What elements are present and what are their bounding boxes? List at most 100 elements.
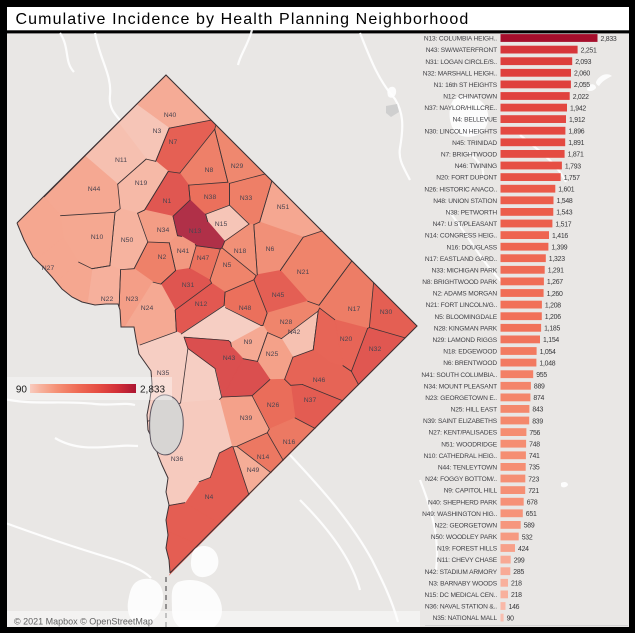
svg-text:299: 299 — [514, 557, 525, 564]
svg-text:N1: 16th ST HEIGHTS: N1: 16th ST HEIGHTS — [434, 82, 498, 89]
svg-text:2,833: 2,833 — [140, 385, 165, 396]
svg-text:218: 218 — [511, 592, 522, 599]
svg-text:651: 651 — [526, 511, 537, 518]
svg-text:N20: FORT DUPONT: N20: FORT DUPONT — [436, 175, 497, 182]
svg-text:N46: N46 — [313, 377, 326, 384]
svg-text:285: 285 — [513, 569, 524, 576]
svg-text:218: 218 — [511, 581, 522, 588]
svg-text:889: 889 — [534, 384, 545, 391]
svg-text:N32: N32 — [369, 346, 382, 353]
svg-text:1,208: 1,208 — [545, 302, 561, 309]
svg-text:955: 955 — [536, 372, 547, 379]
svg-text:N39: SAINT ELIZABETHS: N39: SAINT ELIZABETHS — [423, 418, 498, 425]
svg-text:N6: N6 — [266, 246, 275, 253]
svg-text:N44: N44 — [88, 186, 101, 193]
svg-text:N4: N4 — [205, 494, 214, 501]
svg-text:N49: N49 — [247, 467, 260, 474]
svg-text:843: 843 — [532, 407, 543, 414]
svg-text:N18: N18 — [234, 248, 247, 255]
svg-text:756: 756 — [529, 430, 540, 437]
svg-text:N20: N20 — [340, 336, 353, 343]
svg-text:N24: N24 — [141, 305, 154, 312]
svg-text:2,055: 2,055 — [574, 82, 590, 89]
svg-text:1,185: 1,185 — [544, 326, 560, 333]
svg-text:N50: WOODLEY PARK: N50: WOODLEY PARK — [431, 534, 498, 541]
svg-text:N45: TRINIDAD: N45: TRINIDAD — [452, 140, 497, 147]
svg-text:1,260: 1,260 — [547, 291, 563, 298]
svg-text:N33: N33 — [240, 195, 253, 202]
svg-text:N29: N29 — [231, 163, 244, 170]
svg-text:1,793: 1,793 — [565, 163, 581, 170]
svg-text:N33: MICHIGAN PARK: N33: MICHIGAN PARK — [432, 267, 498, 274]
svg-text:N3: BARNABY WOODS: N3: BARNABY WOODS — [429, 580, 498, 587]
svg-text:N7: BRIGHTWOOD: N7: BRIGHTWOOD — [441, 152, 498, 159]
svg-text:735: 735 — [529, 465, 540, 472]
svg-text:N26: HISTORIC ANACO..: N26: HISTORIC ANACO.. — [424, 186, 497, 193]
svg-text:N35: N35 — [157, 370, 170, 377]
svg-text:N34: N34 — [157, 227, 170, 234]
svg-text:N5: N5 — [223, 262, 232, 269]
svg-text:N17: N17 — [348, 306, 361, 313]
svg-text:N25: N25 — [266, 351, 279, 358]
svg-text:N21: N21 — [297, 269, 310, 276]
svg-text:N1: N1 — [163, 198, 172, 205]
svg-text:N2: N2 — [158, 254, 167, 261]
svg-text:N9: N9 — [244, 339, 253, 346]
svg-text:N41: N41 — [177, 248, 190, 255]
svg-text:N48: UNION STATION: N48: UNION STATION — [433, 198, 497, 205]
svg-text:N37: N37 — [304, 397, 317, 404]
svg-text:N42: STADIUM ARMORY: N42: STADIUM ARMORY — [425, 569, 498, 576]
svg-text:N18: EDGEWOOD: N18: EDGEWOOD — [443, 349, 497, 356]
svg-text:N27: N27 — [42, 265, 55, 272]
svg-text:N8: BRIGHTWOOD PARK: N8: BRIGHTWOOD PARK — [422, 279, 497, 286]
svg-text:N15: DC MEDICAL CEN..: N15: DC MEDICAL CEN.. — [425, 592, 498, 599]
svg-text:2,251: 2,251 — [581, 47, 597, 54]
svg-text:2,022: 2,022 — [573, 94, 589, 101]
svg-text:678: 678 — [527, 500, 538, 507]
svg-text:N51: N51 — [277, 204, 290, 211]
svg-text:N16: DOUGLASS: N16: DOUGLASS — [447, 244, 498, 251]
svg-text:N32: MARSHALL HEIGH..: N32: MARSHALL HEIGH.. — [423, 70, 498, 77]
svg-text:N41: SOUTH COLUMBIA..: N41: SOUTH COLUMBIA.. — [421, 372, 497, 379]
svg-text:1,543: 1,543 — [556, 210, 572, 217]
svg-text:N30: LINCOLN HEIGHTS: N30: LINCOLN HEIGHTS — [425, 128, 498, 135]
svg-text:N50: N50 — [121, 237, 134, 244]
svg-text:N4: BELLEVUE: N4: BELLEVUE — [453, 117, 498, 124]
svg-text:N27: KENT/PALISADES: N27: KENT/PALISADES — [429, 430, 498, 437]
svg-text:N47: U ST/PLEASANT: N47: U ST/PLEASANT — [433, 221, 497, 228]
svg-text:1,601: 1,601 — [558, 187, 574, 194]
svg-text:N22: GEORGETOWN: N22: GEORGETOWN — [435, 523, 498, 530]
svg-text:N28: KINGMAN PARK: N28: KINGMAN PARK — [434, 325, 498, 332]
svg-text:2,093: 2,093 — [575, 59, 591, 66]
svg-text:N10: N10 — [91, 234, 104, 241]
svg-text:1,048: 1,048 — [539, 360, 555, 367]
svg-text:N8: N8 — [205, 167, 214, 174]
svg-text:N25: HILL EAST: N25: HILL EAST — [451, 407, 498, 414]
svg-text:748: 748 — [529, 442, 540, 449]
svg-text:N51: WOODRIDGE: N51: WOODRIDGE — [441, 441, 498, 448]
svg-text:741: 741 — [529, 453, 540, 460]
svg-text:2,833: 2,833 — [601, 36, 617, 43]
svg-text:N36: NAVAL STATION &..: N36: NAVAL STATION &.. — [425, 604, 497, 611]
svg-text:589: 589 — [524, 523, 535, 530]
svg-text:723: 723 — [528, 476, 539, 483]
svg-text:N2: ADAMS MORGAN: N2: ADAMS MORGAN — [433, 291, 498, 298]
svg-text:1,267: 1,267 — [547, 279, 563, 286]
svg-text:1,323: 1,323 — [549, 256, 565, 263]
svg-text:1,757: 1,757 — [564, 175, 580, 182]
svg-text:Cumulative Incidence by Health: Cumulative Incidence by Health Planning … — [16, 11, 470, 28]
svg-text:839: 839 — [532, 418, 543, 425]
svg-text:N30: N30 — [380, 309, 393, 316]
svg-text:1,896: 1,896 — [568, 129, 584, 136]
svg-text:N5: BLOOMINGDALE: N5: BLOOMINGDALE — [435, 314, 498, 321]
svg-text:N34: MOUNT PLEASANT: N34: MOUNT PLEASANT — [424, 383, 497, 390]
svg-text:N19: N19 — [135, 180, 148, 187]
svg-text:N43: N43 — [223, 355, 236, 362]
svg-text:N48: N48 — [239, 305, 252, 312]
svg-text:N31: N31 — [182, 282, 195, 289]
svg-text:1,548: 1,548 — [557, 198, 573, 205]
svg-text:N9: CAPITOL HILL: N9: CAPITOL HILL — [444, 488, 498, 495]
svg-text:N37: NAYLOR/HILLCRE..: N37: NAYLOR/HILLCRE.. — [424, 105, 497, 112]
svg-text:146: 146 — [509, 604, 520, 611]
svg-text:N43: SW/WATERFRONT: N43: SW/WATERFRONT — [426, 47, 497, 54]
